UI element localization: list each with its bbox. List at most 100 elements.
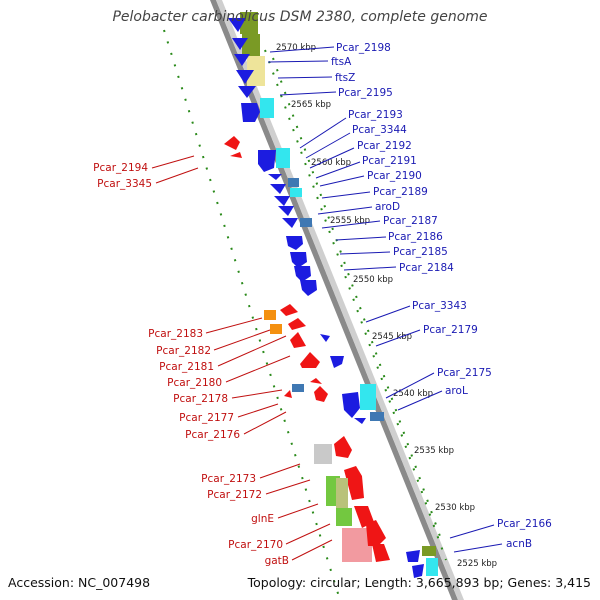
gene-label-forward[interactable]: Pcar_2166 [497, 518, 552, 530]
kbp-tick-label: 2565 kbp [291, 100, 331, 110]
gene-block-olive [422, 546, 436, 556]
kbp-tick-label: 2540 kbp [393, 389, 433, 399]
gene-features [224, 12, 438, 578]
gene-block-gray [314, 444, 332, 464]
gene-arrow-reverse [344, 466, 364, 500]
gene-label-forward[interactable]: Pcar_2198 [336, 42, 391, 54]
gene-arrow-forward [294, 266, 311, 282]
gene-arrow-reverse [314, 386, 328, 402]
gene-block-yellow [247, 56, 265, 86]
gene-label-reverse[interactable]: Pcar_2194 [93, 162, 148, 174]
gene-arrow-forward [282, 218, 298, 228]
gene-block-steel [370, 412, 384, 421]
gene-label-forward[interactable]: Pcar_2179 [423, 324, 478, 336]
gene-arrow-reverse [334, 436, 352, 458]
gene-arrow-forward [320, 334, 330, 342]
gene-block-green [336, 508, 352, 526]
gene-arrow-reverse [284, 390, 292, 398]
gene-label-reverse[interactable]: Pcar_2173 [201, 473, 256, 485]
gene-label-reverse[interactable]: Pcar_2181 [159, 361, 214, 373]
gene-label-forward[interactable]: Pcar_3344 [352, 124, 407, 136]
gene-block-cyan [276, 148, 290, 168]
gene-arrow-forward [286, 236, 303, 250]
gene-arrow-reverse [354, 506, 374, 528]
gene-label-forward[interactable]: Pcar_2186 [388, 231, 443, 243]
gene-arrow-forward [232, 38, 248, 50]
gene-arrow-reverse [288, 318, 306, 330]
gene-label-forward[interactable]: Pcar_2195 [338, 87, 393, 99]
kbp-tick-label: 2555 kbp [330, 216, 370, 226]
gene-label-forward[interactable]: Pcar_2184 [399, 262, 454, 274]
reverse-labels: Pcar_2194 Pcar_3345 Pcar_2183 Pcar_2182 … [93, 155, 333, 567]
gene-label-reverse[interactable]: Pcar_2180 [167, 377, 222, 389]
gene-block-steel [288, 178, 299, 187]
gene-arrow-reverse [224, 136, 240, 150]
map-title: Pelobacter carbinolicus DSM 2380, comple… [112, 9, 488, 25]
gene-arrow-forward [236, 70, 254, 84]
gene-label-forward[interactable]: ftsA [331, 56, 352, 68]
kbp-ticks: 2570 kbp 2565 kbp 2560 kbp 2555 kbp 2550… [276, 43, 497, 569]
gene-label-forward[interactable]: ftsZ [335, 72, 355, 84]
gene-arrow-forward [274, 196, 290, 206]
gene-label-reverse[interactable]: gatB [265, 555, 289, 567]
gene-label-forward[interactable]: Pcar_2175 [437, 367, 492, 379]
gene-arrow-reverse [280, 304, 298, 316]
scale-lines [163, 29, 447, 600]
gene-label-forward[interactable]: aroD [375, 201, 400, 213]
gene-arrow-forward [238, 86, 256, 98]
gene-label-forward[interactable]: Pcar_2193 [348, 109, 403, 121]
gene-label-reverse[interactable]: Pcar_3345 [97, 178, 152, 190]
gene-label-forward[interactable]: aroL [445, 385, 468, 397]
gene-label-forward[interactable]: Pcar_3343 [412, 300, 467, 312]
kbp-tick-label: 2550 kbp [353, 275, 393, 285]
gene-arrow-forward [342, 392, 360, 418]
gene-label-forward[interactable]: Pcar_2185 [393, 246, 448, 258]
gene-label-forward[interactable]: Pcar_2191 [362, 155, 417, 167]
gene-block-olive [242, 34, 260, 56]
gene-arrow-forward [278, 206, 294, 216]
gene-block-olive [240, 12, 258, 34]
gene-label-reverse[interactable]: Pcar_2172 [207, 489, 262, 501]
gene-label-forward[interactable]: Pcar_2187 [383, 215, 438, 227]
gene-arrow-reverse [300, 352, 320, 368]
kbp-tick-label: 2525 kbp [457, 559, 497, 569]
gene-arrow-forward [258, 150, 276, 172]
kbp-tick-label: 2535 kbp [414, 446, 454, 456]
gene-block-cyan [360, 384, 376, 410]
kbp-tick-label: 2545 kbp [372, 332, 412, 342]
gene-arrow-forward [330, 356, 344, 368]
gene-arrow-reverse [366, 520, 386, 546]
gene-arrow-forward [354, 418, 366, 424]
gene-label-forward[interactable]: acnB [506, 538, 532, 550]
gene-arrow-reverse [290, 332, 306, 348]
kbp-tick-label: 2530 kbp [435, 503, 475, 513]
gene-arrow-forward [268, 174, 282, 180]
gene-arrow-reverse [372, 544, 390, 562]
forward-labels: Pcar_2198 ftsA ftsZ Pcar_2195 Pcar_2193 … [267, 42, 552, 553]
gene-label-reverse[interactable]: Pcar_2183 [148, 328, 203, 340]
gene-block-steel [300, 218, 312, 227]
gene-block-orange [270, 324, 282, 334]
gene-arrow-forward [234, 54, 250, 66]
gene-arrow-forward [228, 18, 246, 32]
gene-label-forward[interactable]: Pcar_2192 [357, 140, 412, 152]
gene-label-reverse[interactable]: Pcar_2177 [179, 412, 234, 424]
accession-text: Accession: NC_007498 [8, 575, 151, 590]
gene-label-reverse[interactable]: Pcar_2182 [156, 345, 211, 357]
gene-arrow-forward [300, 280, 317, 296]
gene-block-orange [264, 310, 276, 320]
gene-label-reverse[interactable]: Pcar_2178 [173, 393, 228, 405]
gene-label-reverse[interactable]: glnE [251, 513, 274, 525]
gene-arrow-forward [406, 550, 420, 562]
gene-arrow-forward [241, 103, 260, 122]
kbp-tick-label: 2560 kbp [311, 158, 351, 168]
gene-label-forward[interactable]: Pcar_2189 [373, 186, 428, 198]
gene-label-forward[interactable]: Pcar_2190 [367, 170, 422, 182]
gene-arrow-reverse [310, 378, 322, 384]
kbp-tick-label: 2570 kbp [276, 43, 316, 53]
gene-arrow-forward [290, 252, 307, 268]
gene-label-reverse[interactable]: Pcar_2176 [185, 429, 240, 441]
gene-arrow-forward [412, 564, 424, 578]
gene-label-reverse[interactable]: Pcar_2170 [228, 539, 283, 551]
